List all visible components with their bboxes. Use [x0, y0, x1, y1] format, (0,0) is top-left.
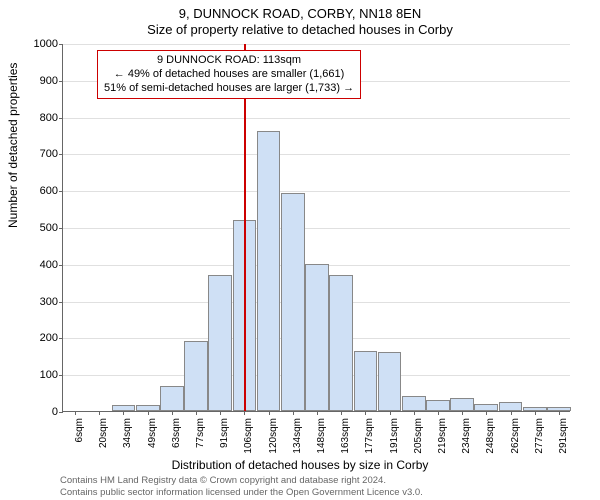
annotation-box: 9 DUNNOCK ROAD: 113sqm ← 49% of detached… [97, 50, 361, 99]
x-tick-label: 277sqm [534, 418, 545, 458]
attribution-line2: Contains public sector information licen… [60, 487, 423, 498]
annotation-line1: 9 DUNNOCK ROAD: 113sqm [104, 54, 354, 68]
gridline [63, 191, 570, 192]
y-tick-label: 1000 [22, 38, 58, 50]
plot-area: 9 DUNNOCK ROAD: 113sqm ← 49% of detached… [62, 44, 570, 412]
x-tick-label: 262sqm [510, 418, 521, 458]
histogram-bar [281, 193, 305, 411]
x-tick-label: 205sqm [413, 418, 424, 458]
histogram-bar [402, 396, 426, 411]
annotation-line3: 51% of semi-detached houses are larger (… [104, 82, 354, 96]
x-tick-label: 91sqm [219, 418, 230, 458]
gridline [63, 118, 570, 119]
attribution: Contains HM Land Registry data © Crown c… [60, 475, 423, 498]
histogram-bar [305, 264, 329, 411]
x-tick-label: 191sqm [389, 418, 400, 458]
histogram-bar [354, 351, 378, 411]
x-tick-label: 20sqm [98, 418, 109, 458]
chart-title-line2: Size of property relative to detached ho… [0, 22, 600, 37]
x-tick-label: 6sqm [74, 418, 85, 458]
histogram-bar [474, 404, 498, 411]
gridline [63, 154, 570, 155]
x-tick-label: 77sqm [195, 418, 206, 458]
gridline [63, 44, 570, 45]
x-tick-label: 34sqm [122, 418, 133, 458]
y-tick-label: 800 [22, 112, 58, 124]
histogram-bar [378, 352, 402, 411]
x-tick-label: 120sqm [268, 418, 279, 458]
x-tick-label: 177sqm [364, 418, 375, 458]
x-tick-label: 134sqm [292, 418, 303, 458]
histogram-bar [450, 398, 474, 411]
histogram-bar [257, 131, 281, 411]
y-axis-label: Number of detached properties [6, 63, 20, 228]
x-tick-label: 148sqm [316, 418, 327, 458]
histogram-bar [329, 275, 353, 411]
x-tick-label: 63sqm [171, 418, 182, 458]
chart-container: 9, DUNNOCK ROAD, CORBY, NN18 8EN Size of… [0, 0, 600, 500]
x-tick-label: 49sqm [147, 418, 158, 458]
histogram-bar [208, 275, 232, 411]
x-tick-label: 291sqm [558, 418, 569, 458]
y-tick-label: 300 [22, 296, 58, 308]
y-tick-label: 900 [22, 75, 58, 87]
histogram-bar [160, 386, 184, 411]
chart-title-line1: 9, DUNNOCK ROAD, CORBY, NN18 8EN [0, 6, 600, 21]
x-tick-label: 234sqm [461, 418, 472, 458]
x-tick-label: 248sqm [485, 418, 496, 458]
x-tick-label: 219sqm [437, 418, 448, 458]
y-tick-label: 400 [22, 259, 58, 271]
y-tick-label: 0 [22, 406, 58, 418]
histogram-bar [499, 402, 523, 411]
attribution-line1: Contains HM Land Registry data © Crown c… [60, 475, 423, 486]
x-axis-label: Distribution of detached houses by size … [0, 458, 600, 472]
histogram-bar [184, 341, 208, 411]
y-tick-label: 200 [22, 332, 58, 344]
x-tick-label: 106sqm [243, 418, 254, 458]
y-tick-label: 600 [22, 185, 58, 197]
gridline [63, 228, 570, 229]
histogram-bar [426, 400, 450, 411]
x-tick-label: 163sqm [340, 418, 351, 458]
y-tick-label: 700 [22, 148, 58, 160]
annotation-line2: ← 49% of detached houses are smaller (1,… [104, 68, 354, 82]
y-tick-label: 100 [22, 369, 58, 381]
y-tick-label: 500 [22, 222, 58, 234]
